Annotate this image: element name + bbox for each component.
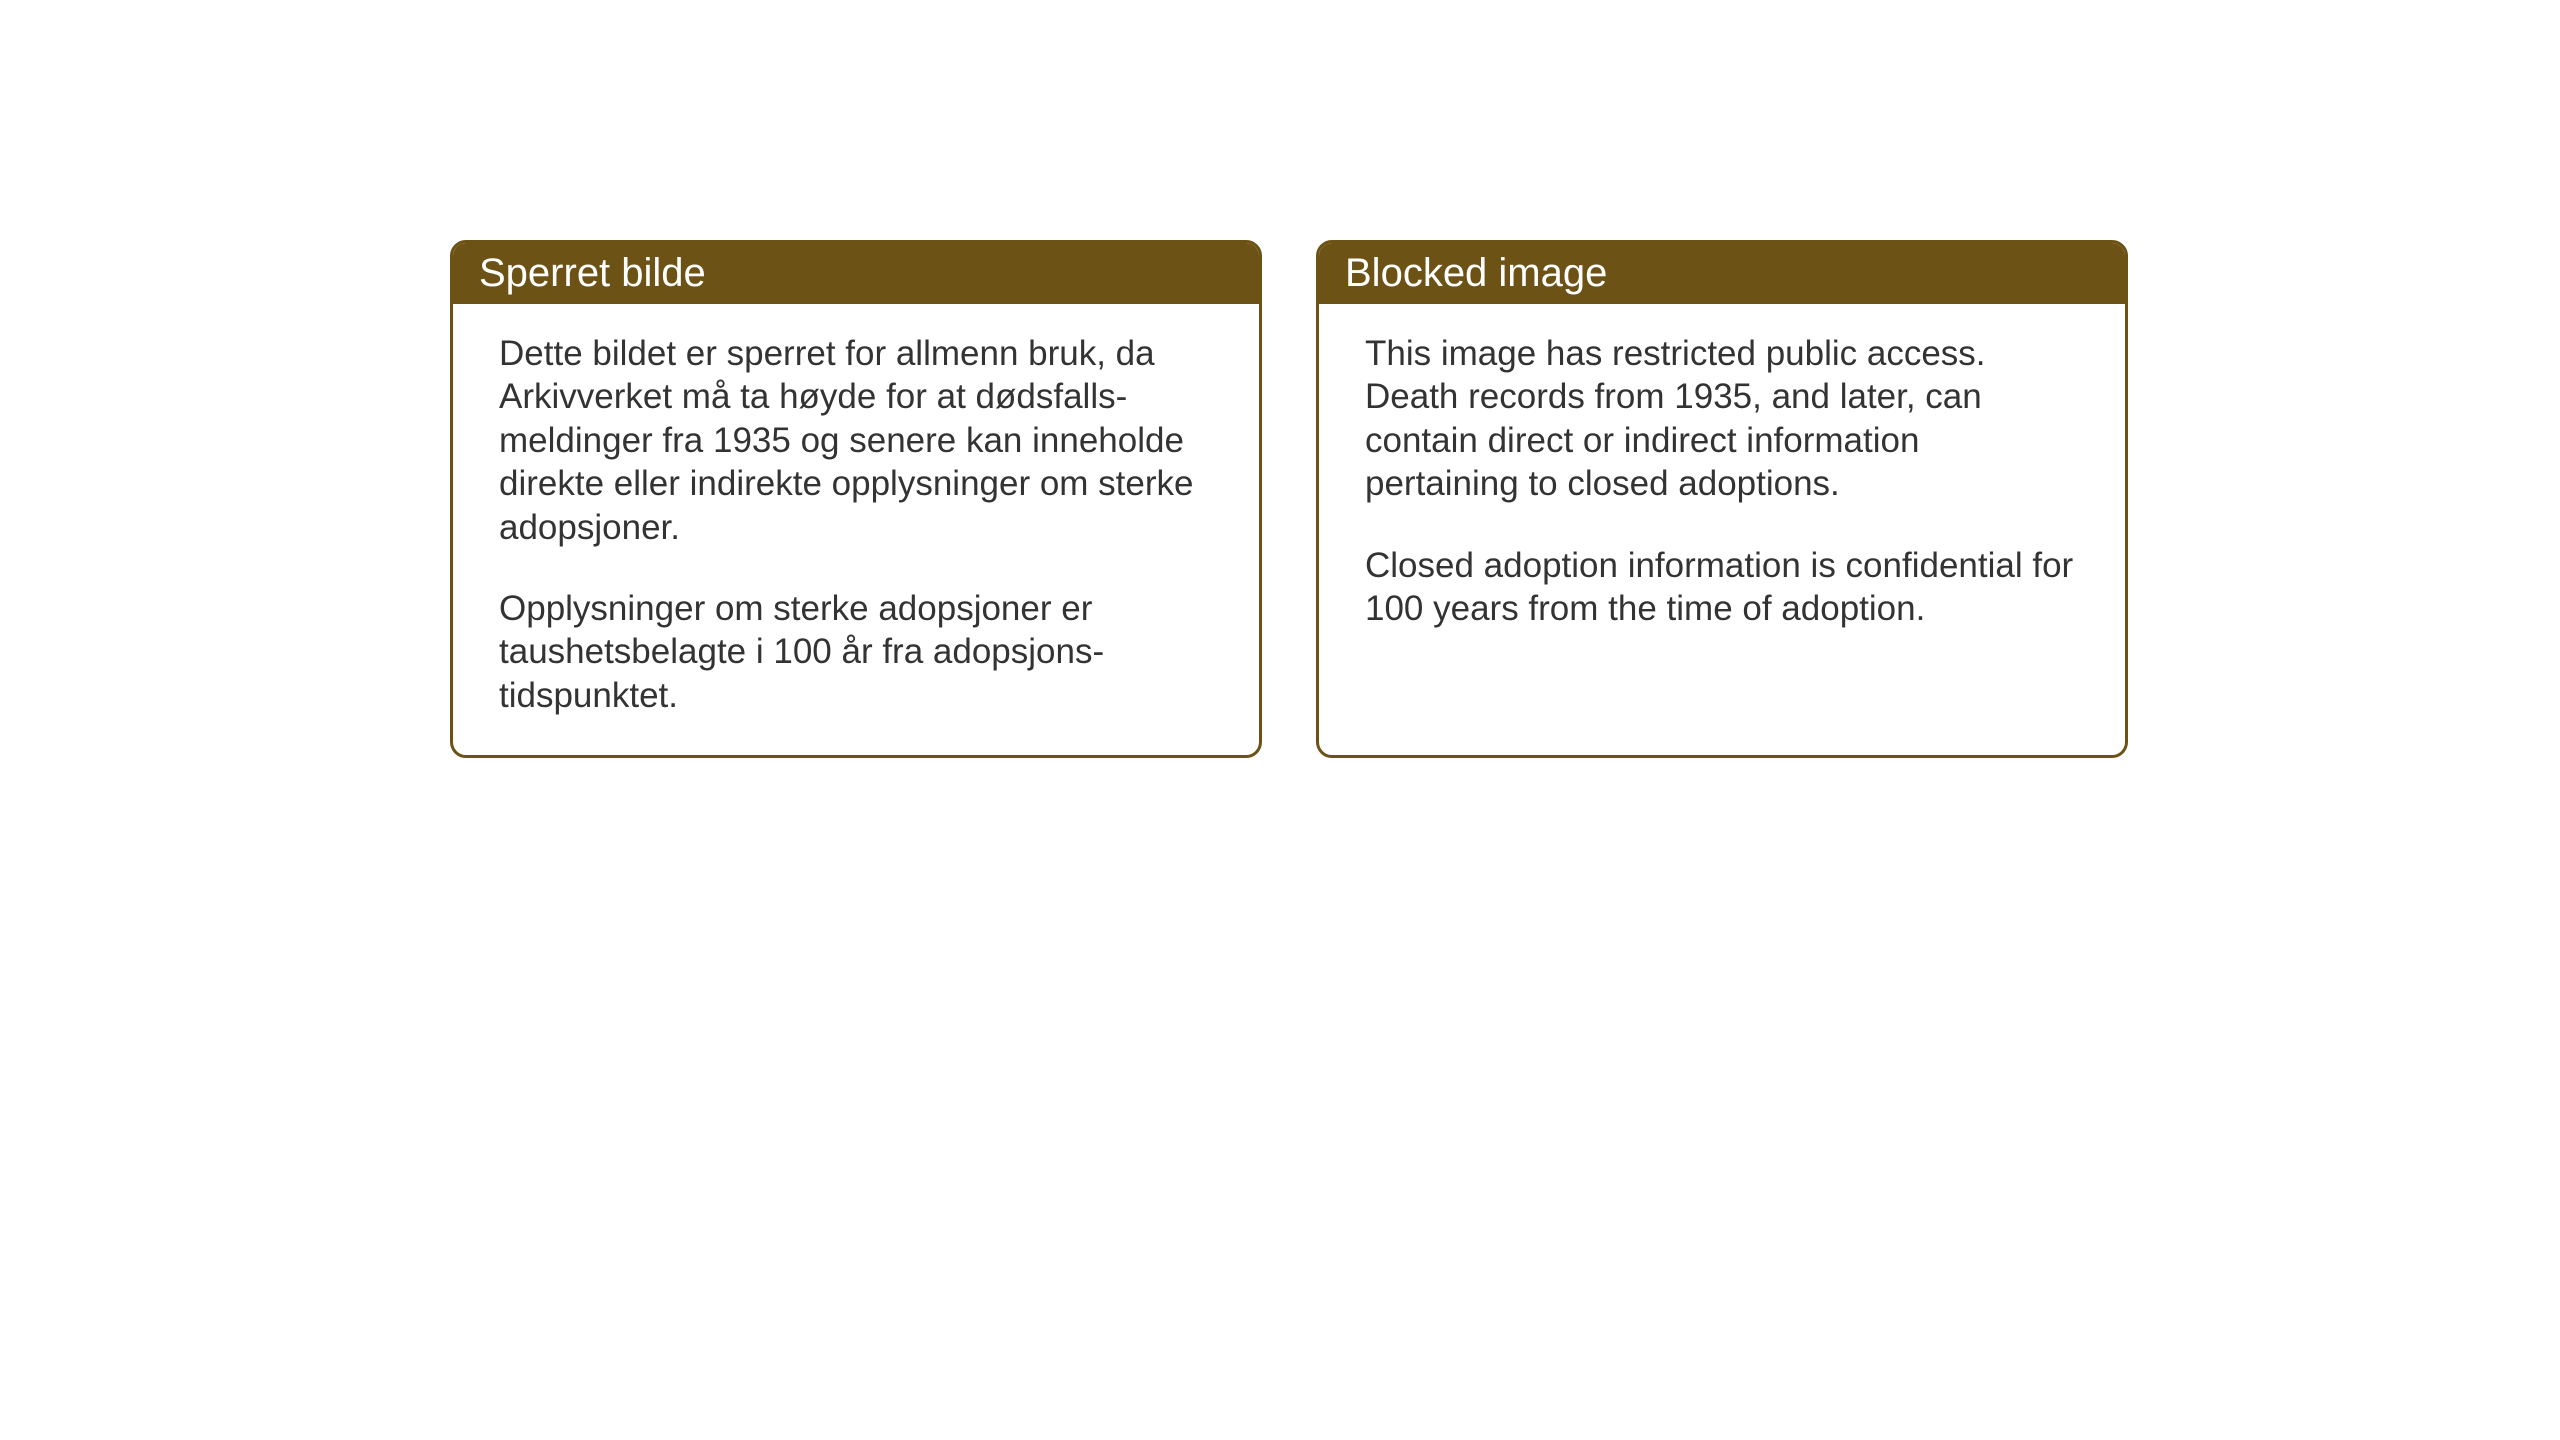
- english-info-box: Blocked image This image has restricted …: [1316, 240, 2128, 758]
- english-box-title: Blocked image: [1319, 243, 2125, 304]
- norwegian-box-title: Sperret bilde: [453, 243, 1259, 304]
- norwegian-box-body: Dette bildet er sperret for allmenn bruk…: [453, 304, 1259, 755]
- norwegian-paragraph-1: Dette bildet er sperret for allmenn bruk…: [499, 332, 1213, 549]
- norwegian-info-box: Sperret bilde Dette bildet er sperret fo…: [450, 240, 1262, 758]
- english-paragraph-2: Closed adoption information is confident…: [1365, 544, 2079, 631]
- english-paragraph-1: This image has restricted public access.…: [1365, 332, 2079, 506]
- info-boxes-container: Sperret bilde Dette bildet er sperret fo…: [450, 240, 2128, 758]
- norwegian-paragraph-2: Opplysninger om sterke adopsjoner er tau…: [499, 587, 1213, 717]
- english-box-body: This image has restricted public access.…: [1319, 304, 2125, 746]
